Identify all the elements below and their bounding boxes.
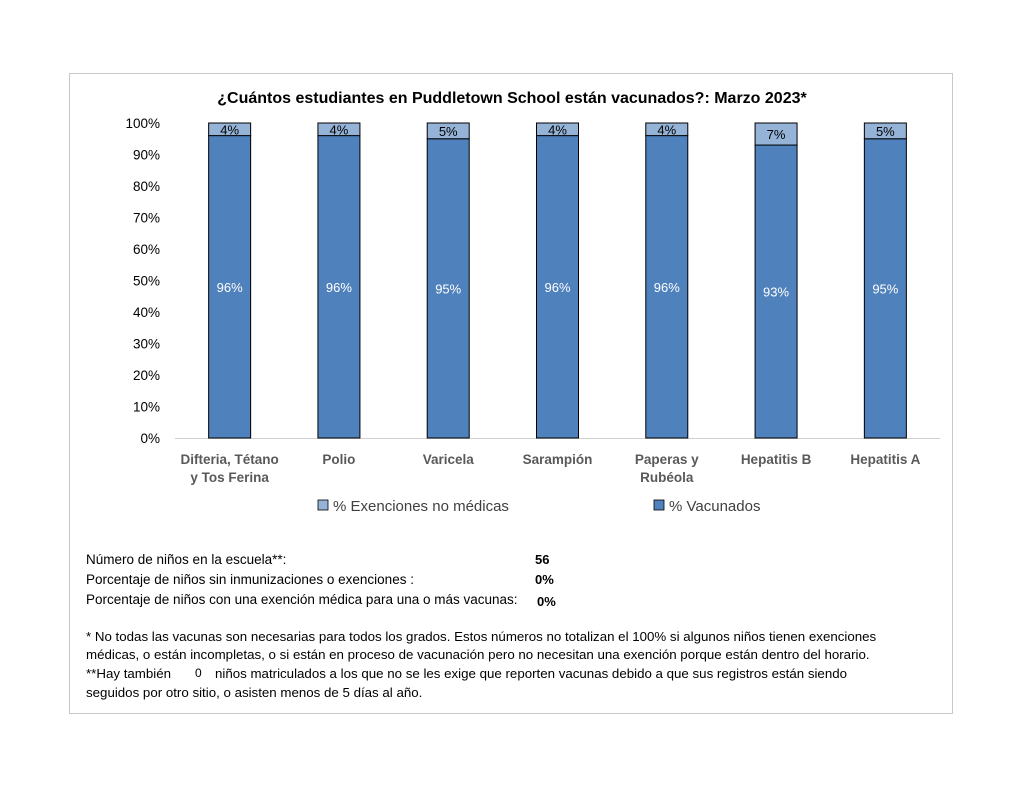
bar-exenciones [317,122,361,137]
data-label-exenciones: 5% [439,124,458,139]
footnote-inline-value: 0 [195,666,202,680]
stacked-bar-chart: ¿Cuántos estudiantes en Puddletown Schoo… [125,90,940,515]
footnote-line-1: * No todas las vacunas son necesarias pa… [86,629,877,644]
y-tick-label: 100% [125,116,160,131]
bar-exenciones [754,122,798,146]
data-label-vacunados: 96% [217,280,243,295]
y-tick-label: 80% [133,179,160,194]
data-label-exenciones: 4% [330,122,349,137]
y-tick-label: 30% [133,337,160,352]
legend-swatch [317,499,329,511]
data-label-vacunados: 95% [435,281,461,296]
legend-label: % Vacunados [669,498,760,515]
bar-exenciones [863,122,907,140]
data-label-vacunados: 96% [544,280,570,295]
medical-exemption-value: 0% [537,594,556,609]
y-tick-label: 10% [133,400,160,415]
data-label-exenciones: 4% [657,122,676,137]
x-tick-label: Polio [322,452,355,467]
footnote-line-3-prefix: **Hay también [86,666,171,681]
chart-frame [69,73,953,714]
y-tick-label: 40% [133,305,160,320]
y-tick-label: 90% [133,148,160,163]
y-tick-label: 0% [140,431,160,446]
data-label-vacunados: 96% [326,280,352,295]
footnote-line-4: seguidos por otro sitio, o asisten menos… [86,685,423,700]
x-tick-label: Difteria, Tétano [181,452,279,467]
bar-vacunados [754,144,798,439]
bar-vacunados [208,135,252,439]
bar-exenciones [645,122,689,137]
data-label-exenciones: 7% [767,127,786,142]
data-label-vacunados: 93% [763,285,789,300]
footnote-line-2: médicas, o están incompletas, o si están… [86,647,870,662]
x-tick-label: Hepatitis A [850,452,920,467]
children-count-label: Número de niños en la escuela**: [86,552,287,567]
data-label-vacunados: 96% [654,280,680,295]
x-tick-label: y Tos Ferina [190,470,269,485]
children-count-value: 56 [535,552,550,567]
x-tick-label: Hepatitis B [741,452,812,467]
footnote-line-3-suffix: niños matriculados a los que no se les e… [215,666,847,681]
y-tick-label: 70% [133,211,160,226]
x-tick-label: Paperas y [635,452,699,467]
bar-vacunados [536,135,579,439]
bar-vacunados [863,138,907,439]
bar-exenciones [426,122,470,140]
medical-exemption-label: Porcentaje de niños con una exención méd… [86,592,518,607]
data-label-vacunados: 95% [872,281,898,296]
bar-exenciones [536,122,579,137]
no-immunization-value: 0% [535,572,554,587]
bar-vacunados [645,135,689,439]
bar-exenciones [208,122,252,137]
x-tick-label: Rubéola [640,470,694,485]
no-immunization-label: Porcentaje de niños sin inmunizaciones o… [86,572,414,587]
legend-swatch [653,499,665,511]
y-tick-label: 50% [133,274,160,289]
bar-vacunados [426,138,470,439]
y-tick-label: 20% [133,368,160,383]
legend-label: % Exenciones no médicas [333,498,509,515]
data-label-exenciones: 4% [548,122,567,137]
data-label-exenciones: 5% [876,124,895,139]
chart-title: ¿Cuántos estudiantes en Puddletown Schoo… [217,90,807,107]
x-tick-label: Varicela [423,452,475,467]
y-tick-label: 60% [133,242,160,257]
data-label-exenciones: 4% [220,122,239,137]
x-tick-label: Sarampión [523,452,593,467]
